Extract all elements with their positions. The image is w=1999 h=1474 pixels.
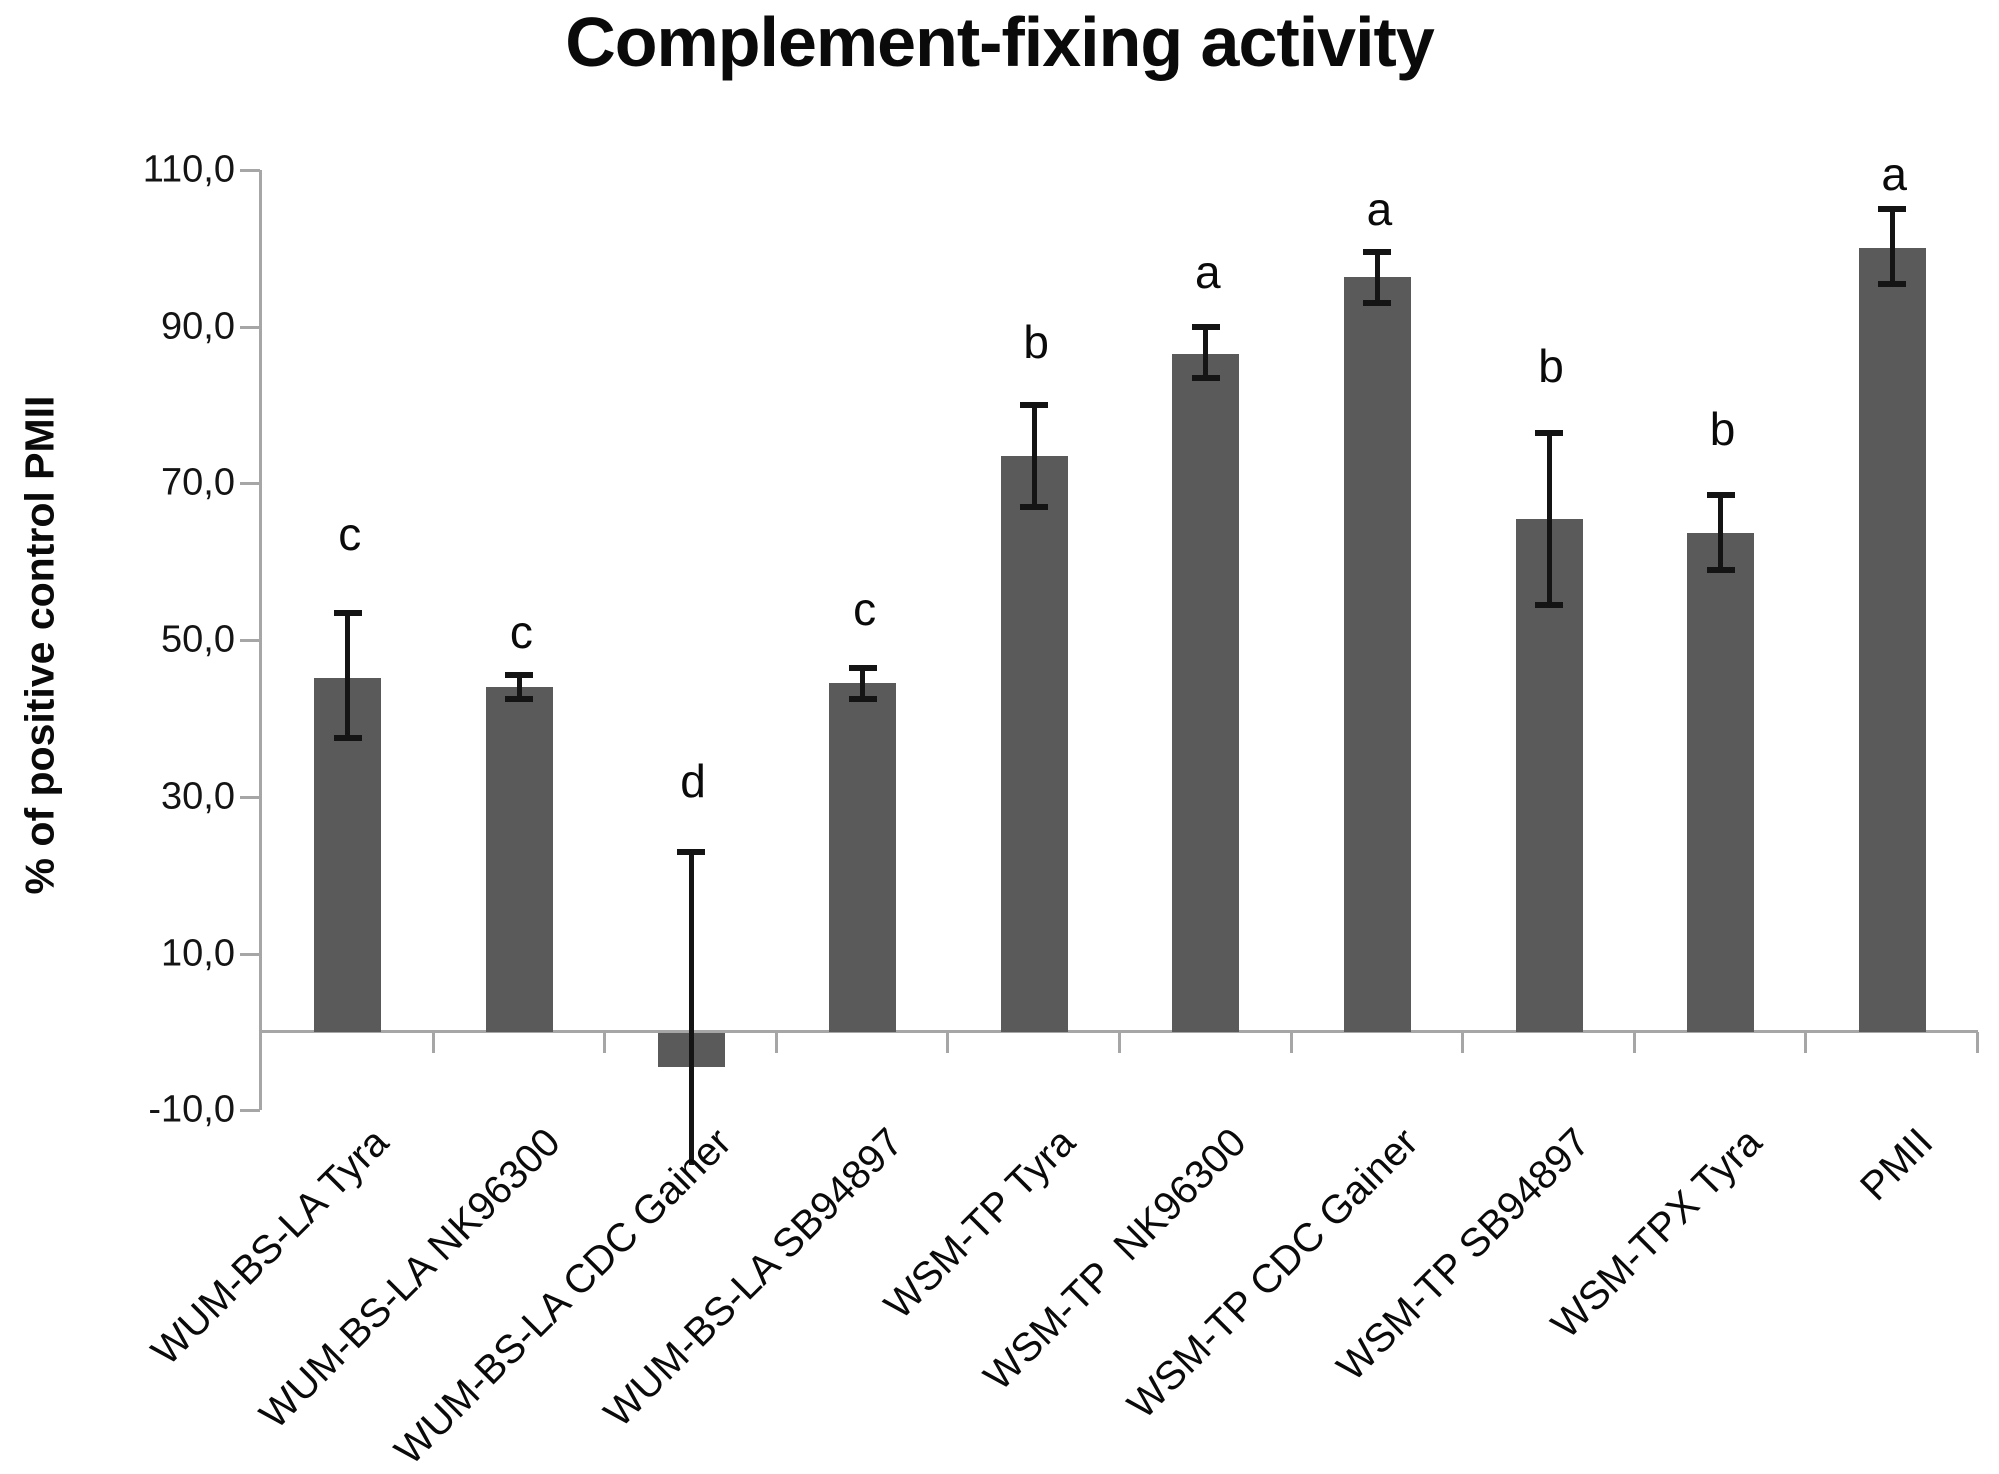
x-axis-tick [774, 1032, 778, 1053]
x-axis-tick [1289, 1032, 1293, 1053]
error-bar [1718, 495, 1724, 570]
error-bar-cap-top [1191, 323, 1220, 330]
category-label: WUM-BS-LA NK96300 [251, 1120, 569, 1438]
significance-letter: c [853, 582, 877, 635]
y-axis-tick [240, 325, 260, 329]
y-axis-tick [240, 952, 260, 956]
bar [1000, 456, 1068, 1032]
error-bar-cap-bottom [1535, 601, 1563, 608]
error-bar [860, 667, 866, 699]
y-tick-label: 70,0 [161, 461, 235, 504]
significance-letter: b [1538, 339, 1564, 392]
category-label: WSM-TP CDC Gainer [1119, 1120, 1427, 1428]
significance-letter: b [1709, 402, 1736, 455]
error-bar-cap-top [677, 848, 705, 855]
error-bar-cap-top [1706, 492, 1735, 499]
error-bar [516, 675, 522, 699]
error-bar-cap-bottom [1706, 566, 1735, 573]
bar [1858, 248, 1926, 1032]
y-tick-label: 110,0 [142, 148, 235, 191]
y-tick-label: 90,0 [161, 305, 235, 348]
significance-letter: a [1881, 147, 1907, 200]
error-bar-cap-top [1535, 429, 1563, 436]
bar [1172, 354, 1240, 1032]
error-bar [1031, 405, 1037, 507]
x-axis-tick [603, 1032, 607, 1053]
error-bar-cap-top [505, 672, 534, 679]
error-bar [345, 612, 351, 739]
error-bar-cap-bottom [848, 695, 877, 702]
significance-letter: c [509, 606, 533, 659]
y-tick-label: -10,0 [148, 1088, 235, 1131]
bar [829, 683, 897, 1032]
y-tick-label: 50,0 [161, 618, 235, 661]
category-label: WUM-BS-LA CDC Gainer [386, 1120, 741, 1474]
error-bar-cap-bottom [1878, 280, 1907, 287]
y-axis-line [259, 170, 262, 1111]
bar [1343, 277, 1411, 1032]
error-bar-cap-top [1363, 249, 1392, 256]
category-label: WUM-BS-LA SB94897 [596, 1120, 912, 1436]
error-bar-cap-bottom [333, 735, 362, 742]
error-bar [1889, 209, 1895, 284]
x-axis-tick [1976, 1032, 1979, 1053]
x-axis-tick [1632, 1032, 1636, 1053]
error-bar-cap-top [1878, 206, 1907, 213]
y-axis-tick [240, 795, 260, 799]
x-axis-tick [946, 1032, 950, 1053]
y-axis-tick [240, 482, 260, 486]
x-axis-tick [1118, 1032, 1121, 1053]
significance-letter: c [338, 508, 362, 561]
chart-title: Complement-fixing activity [565, 3, 1435, 81]
x-axis-tick [1461, 1032, 1465, 1053]
x-axis-line [259, 1030, 1978, 1033]
error-bar-cap-bottom [1020, 503, 1049, 510]
y-axis-tick [240, 639, 260, 643]
y-tick-label: 10,0 [161, 932, 235, 975]
x-axis-tick [431, 1032, 435, 1053]
error-bar-cap-bottom [1363, 300, 1392, 307]
y-tick-label: 30,0 [161, 775, 235, 818]
error-bar-cap-top [848, 664, 877, 671]
significance-letter: d [680, 755, 706, 808]
error-bar-cap-top [333, 609, 362, 616]
y-axis-tick [240, 169, 260, 173]
error-bar [1203, 326, 1209, 378]
y-axis-tick [240, 1109, 260, 1113]
error-bar [688, 851, 694, 1166]
bar [485, 687, 553, 1032]
error-bar [1374, 252, 1380, 304]
error-bar [1546, 432, 1552, 605]
significance-letter: a [1366, 183, 1393, 236]
bar [1687, 532, 1755, 1032]
significance-letter: a [1195, 245, 1221, 298]
category-label: PMII [1852, 1120, 1942, 1210]
error-bar-cap-bottom [505, 695, 534, 702]
significance-letter: b [1023, 316, 1049, 369]
x-axis-tick [1804, 1032, 1808, 1053]
error-bar-cap-bottom [1191, 374, 1220, 381]
error-bar-cap-top [1020, 402, 1049, 409]
